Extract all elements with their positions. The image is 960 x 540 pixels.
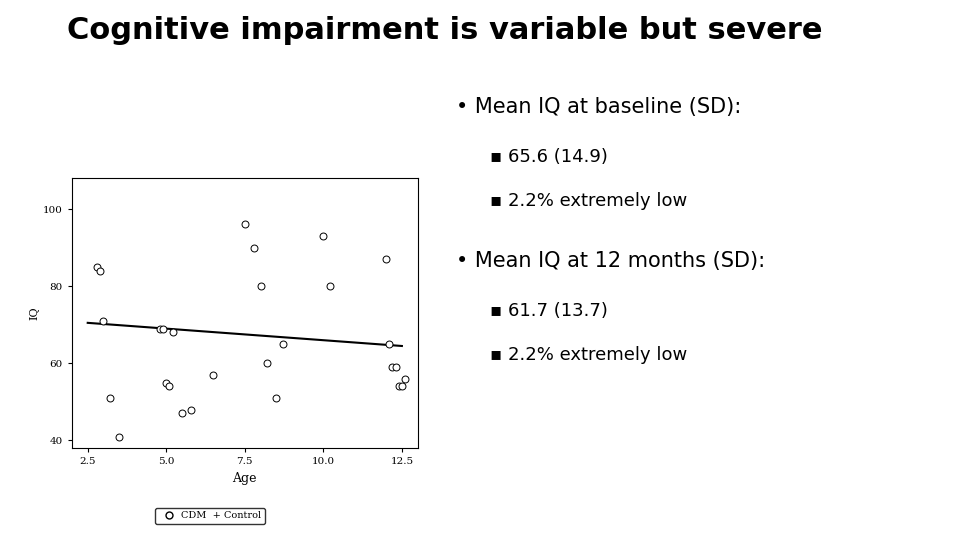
Point — [259, 359, 275, 368]
Text: ▪ 2.2% extremely low: ▪ 2.2% extremely low — [490, 192, 686, 210]
Point — [165, 328, 180, 337]
Text: ▪ 61.7 (13.7): ▪ 61.7 (13.7) — [490, 302, 608, 320]
Point — [322, 282, 337, 291]
Text: • Mean IQ at 12 months (SD):: • Mean IQ at 12 months (SD): — [456, 251, 765, 271]
Point — [269, 394, 284, 402]
Point — [275, 340, 290, 348]
Point — [96, 316, 111, 325]
Point — [183, 406, 199, 414]
Point — [175, 409, 190, 418]
Point — [89, 262, 105, 271]
Text: ▪ 2.2% extremely low: ▪ 2.2% extremely low — [490, 346, 686, 363]
Point — [161, 382, 177, 391]
Point — [385, 363, 400, 372]
Y-axis label: IQ: IQ — [29, 306, 39, 320]
Point — [391, 382, 406, 391]
Point — [397, 374, 413, 383]
Point — [158, 379, 174, 387]
Point — [102, 394, 117, 402]
Point — [378, 255, 394, 264]
Text: Cognitive impairment is variable but severe: Cognitive impairment is variable but sev… — [67, 16, 823, 45]
Point — [237, 220, 252, 229]
Text: ▪ 65.6 (14.9): ▪ 65.6 (14.9) — [490, 148, 608, 166]
Point — [388, 363, 403, 372]
Point — [205, 370, 221, 379]
Point — [156, 325, 171, 333]
Point — [111, 433, 127, 441]
X-axis label: Age: Age — [232, 472, 257, 485]
Text: • Mean IQ at baseline (SD):: • Mean IQ at baseline (SD): — [456, 97, 741, 117]
Point — [382, 340, 397, 348]
Legend: CDM  + Control: CDM + Control — [156, 508, 265, 524]
Point — [247, 244, 262, 252]
Point — [395, 382, 410, 391]
Point — [316, 232, 331, 240]
Point — [153, 325, 168, 333]
Point — [252, 282, 268, 291]
Point — [92, 266, 108, 275]
